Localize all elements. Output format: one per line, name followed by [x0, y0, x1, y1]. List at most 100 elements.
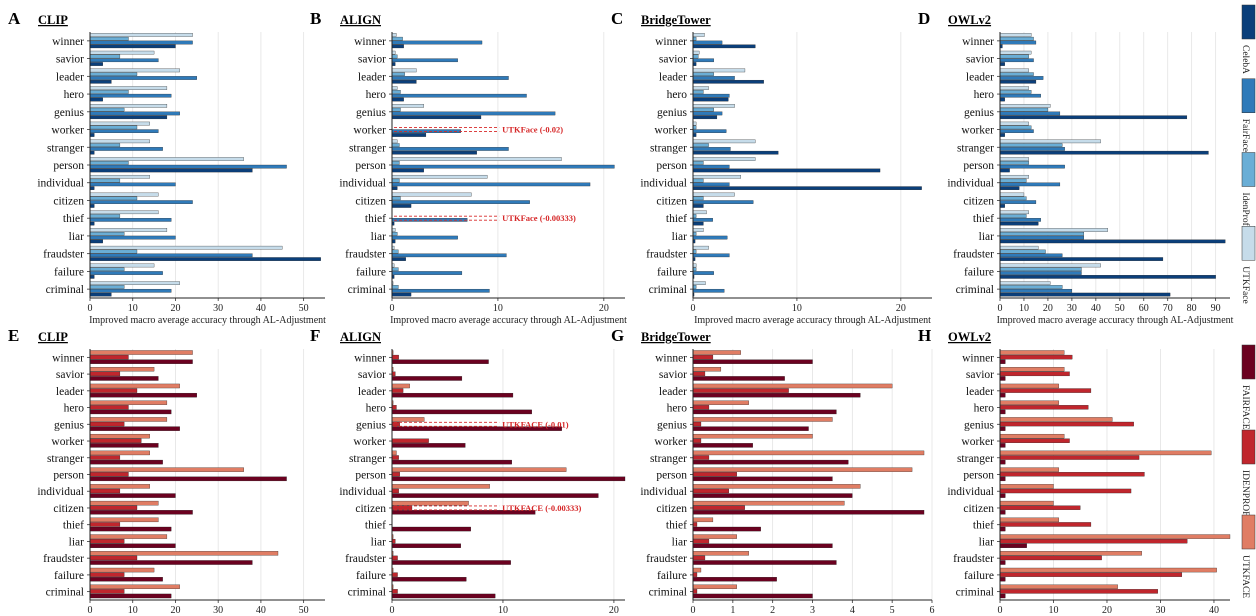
y-tick-label: genius	[54, 107, 85, 119]
y-tick-label: stranger	[47, 142, 84, 154]
x-tick-label: 3	[810, 605, 815, 616]
y-tick-label: hero	[974, 89, 995, 101]
bar	[391, 455, 399, 460]
bar	[692, 472, 737, 477]
bar	[999, 139, 1101, 144]
bar	[89, 200, 193, 204]
y-tick-label: worker	[961, 436, 994, 448]
y-tick-label: liar	[371, 231, 386, 243]
bar	[89, 218, 172, 222]
bar	[391, 555, 398, 561]
bar	[391, 288, 490, 293]
panel-letter: F	[310, 326, 320, 345]
y-tick-label: worker	[353, 436, 386, 448]
y-tick-label: liar	[69, 536, 84, 548]
bar	[89, 285, 125, 289]
bar	[89, 267, 125, 272]
bar	[692, 271, 714, 275]
bar	[692, 44, 756, 49]
y-tick-label: thief	[365, 520, 386, 532]
annotation-label: UTKFACE (-0.01)	[502, 419, 569, 429]
bar	[391, 388, 404, 393]
bar	[999, 526, 1006, 532]
y-tick-label: individual	[947, 178, 994, 190]
bar	[692, 538, 710, 544]
x-tick-label: 0	[88, 303, 93, 314]
bar	[999, 281, 1051, 285]
bar	[692, 204, 704, 208]
x-tick-label: 20	[599, 303, 609, 314]
bar	[89, 168, 253, 173]
y-tick-label: person	[53, 470, 84, 482]
bar	[89, 367, 155, 372]
bar	[391, 476, 626, 482]
bar	[999, 150, 1209, 155]
y-tick-label: criminal	[649, 284, 687, 296]
x-tick-label: 50	[299, 303, 309, 314]
bar	[391, 257, 406, 261]
bar	[89, 376, 159, 381]
bar	[692, 288, 725, 293]
bar	[692, 182, 730, 187]
bar	[692, 567, 702, 573]
bar	[89, 426, 180, 431]
bar	[999, 500, 1054, 506]
y-tick-label: savior	[966, 369, 994, 381]
legend-label: UTKFace	[1240, 266, 1250, 303]
bar	[692, 157, 756, 161]
y-tick-label: savior	[56, 369, 84, 381]
bar	[999, 196, 1027, 201]
bar	[391, 572, 398, 577]
bar	[999, 271, 1082, 275]
y-tick-label: savior	[358, 369, 386, 381]
panel-a: A CLIP 0 10 20 30 40 50 winner savior leader hero ge…	[8, 9, 326, 326]
bar	[999, 267, 1082, 272]
annotation-label: UTKFace (-0.02)	[502, 125, 563, 135]
y-tick-label: thief	[365, 213, 386, 225]
bar	[692, 405, 710, 410]
bar	[89, 72, 138, 76]
y-tick-label: failure	[54, 266, 84, 278]
bar	[692, 433, 813, 439]
bar	[391, 459, 512, 465]
panel-letter: C	[611, 9, 623, 28]
y-tick-label: liar	[371, 536, 386, 548]
bar	[89, 589, 125, 594]
bar	[89, 214, 121, 218]
bar	[391, 383, 410, 389]
bar	[999, 200, 1037, 204]
bar	[89, 245, 283, 250]
y-tick-label: savior	[56, 54, 84, 66]
bar	[89, 104, 168, 108]
panel-c: C BridgeTower 0 10 20 winner savior leader hero g…	[611, 9, 932, 326]
bar	[89, 235, 176, 240]
bar	[89, 288, 172, 293]
bar	[89, 68, 180, 73]
x-tick-label: 10	[498, 605, 508, 616]
x-tick-label: 70	[1163, 303, 1173, 314]
bar	[391, 405, 397, 410]
bar	[999, 68, 1029, 73]
bar	[89, 125, 138, 130]
bar	[999, 426, 1006, 431]
y-tick-label: worker	[654, 125, 687, 137]
bar	[999, 257, 1164, 261]
bar	[391, 182, 591, 187]
bar	[999, 214, 1027, 218]
bar	[391, 97, 404, 102]
bar	[89, 150, 95, 155]
x-tick-label: 10	[128, 605, 138, 616]
bar	[999, 560, 1006, 565]
bar	[692, 161, 704, 165]
y-tick-label: hero	[974, 403, 995, 415]
bar	[999, 555, 1102, 561]
bar	[999, 161, 1029, 165]
bar	[89, 292, 112, 297]
legend-swatch	[1241, 429, 1256, 465]
y-tick-label: thief	[973, 520, 994, 532]
bar	[391, 157, 562, 161]
bar	[391, 359, 489, 364]
y-tick-label: criminal	[348, 587, 386, 599]
bar	[999, 86, 1029, 90]
bar	[999, 577, 1006, 582]
